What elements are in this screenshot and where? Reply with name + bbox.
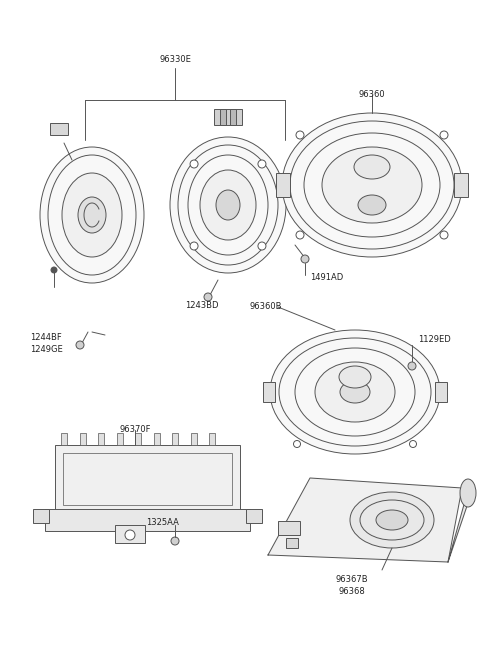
Polygon shape xyxy=(448,483,470,562)
Ellipse shape xyxy=(460,479,476,507)
Circle shape xyxy=(204,293,212,301)
Ellipse shape xyxy=(358,195,386,215)
Circle shape xyxy=(76,341,84,349)
Circle shape xyxy=(296,131,304,139)
Circle shape xyxy=(258,242,266,250)
Circle shape xyxy=(190,160,198,168)
Bar xyxy=(61,433,67,445)
Circle shape xyxy=(440,231,448,239)
Bar xyxy=(80,433,86,445)
Ellipse shape xyxy=(339,366,371,388)
Circle shape xyxy=(125,530,135,540)
Text: 96368: 96368 xyxy=(338,587,365,596)
Ellipse shape xyxy=(354,155,390,179)
Bar xyxy=(191,433,197,445)
Ellipse shape xyxy=(78,197,106,233)
Text: 1325AA: 1325AA xyxy=(146,518,180,527)
Bar xyxy=(55,445,240,513)
Circle shape xyxy=(408,362,416,370)
Text: 1249GE: 1249GE xyxy=(30,345,63,354)
Bar xyxy=(276,173,290,197)
Ellipse shape xyxy=(200,170,256,240)
Circle shape xyxy=(296,231,304,239)
Bar xyxy=(435,382,447,402)
Ellipse shape xyxy=(376,510,408,530)
Ellipse shape xyxy=(315,362,395,422)
Ellipse shape xyxy=(270,330,440,454)
Ellipse shape xyxy=(340,381,370,403)
Bar xyxy=(50,123,68,135)
Text: 1244BF: 1244BF xyxy=(30,333,62,343)
Circle shape xyxy=(51,267,57,273)
Bar xyxy=(286,538,298,548)
Bar xyxy=(172,433,178,445)
Polygon shape xyxy=(268,478,462,562)
Ellipse shape xyxy=(282,113,462,257)
Bar xyxy=(230,109,236,125)
Text: 1491AD: 1491AD xyxy=(310,274,343,282)
Bar xyxy=(214,109,242,125)
Ellipse shape xyxy=(40,147,144,283)
Bar xyxy=(98,433,104,445)
Bar xyxy=(115,525,145,543)
Ellipse shape xyxy=(170,137,286,273)
Circle shape xyxy=(171,537,179,545)
Circle shape xyxy=(301,255,309,263)
Bar xyxy=(45,509,250,531)
Ellipse shape xyxy=(62,173,122,257)
Text: 96370F: 96370F xyxy=(119,425,151,434)
Bar xyxy=(63,453,232,505)
Text: 96330E: 96330E xyxy=(159,56,191,64)
Circle shape xyxy=(190,242,198,250)
Circle shape xyxy=(440,131,448,139)
Ellipse shape xyxy=(350,492,434,548)
Bar xyxy=(220,109,226,125)
Text: 96360B: 96360B xyxy=(250,302,283,311)
Text: 96360: 96360 xyxy=(359,90,385,99)
Bar xyxy=(454,173,468,197)
Ellipse shape xyxy=(322,147,422,223)
Text: 96367B: 96367B xyxy=(336,575,368,584)
Bar xyxy=(33,509,49,523)
Bar xyxy=(154,433,160,445)
Bar xyxy=(135,433,141,445)
Bar xyxy=(263,382,275,402)
Bar xyxy=(209,433,215,445)
Circle shape xyxy=(293,441,300,447)
Bar xyxy=(278,521,300,535)
Bar xyxy=(117,433,123,445)
Text: 1243BD: 1243BD xyxy=(185,301,218,310)
Text: 1129ED: 1129ED xyxy=(418,335,451,345)
Circle shape xyxy=(409,441,417,447)
Ellipse shape xyxy=(216,190,240,220)
Bar xyxy=(246,509,262,523)
Circle shape xyxy=(258,160,266,168)
